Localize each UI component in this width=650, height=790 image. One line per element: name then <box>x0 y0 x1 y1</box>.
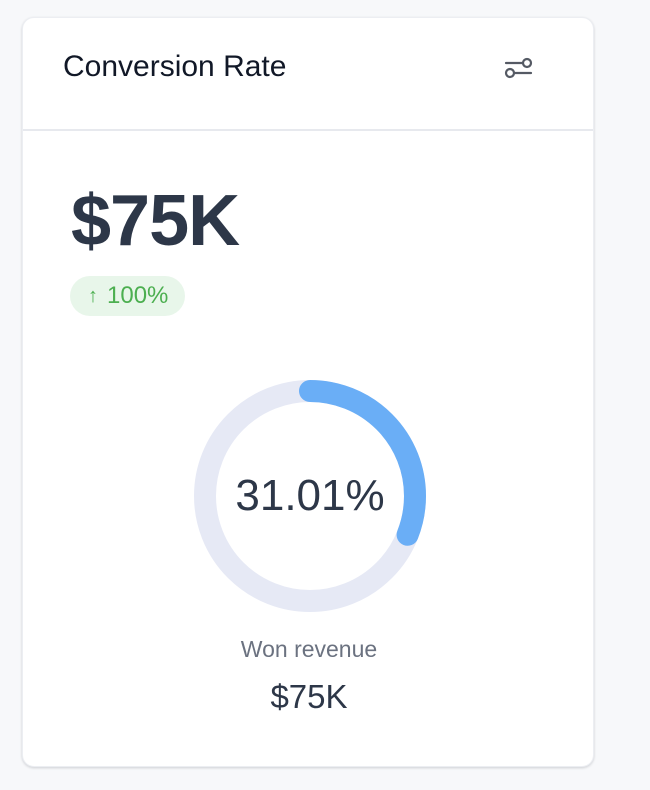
main-value: $75K <box>71 181 240 261</box>
arrow-up-icon: ↑ <box>88 284 98 307</box>
won-revenue-label: Won revenue <box>240 636 378 662</box>
conversion-rate-card: Conversion Rate $75K ↑ 100% 31.01% Won r… <box>22 17 594 767</box>
change-text: 100% <box>107 282 169 309</box>
won-revenue-value: $75K <box>270 678 348 715</box>
progress-value: 31.01% <box>235 471 385 520</box>
card-title: Conversion Rate <box>63 49 287 83</box>
progress-ring-arc <box>194 380 426 612</box>
sliders-icon <box>504 57 533 78</box>
filter-button[interactable] <box>501 50 537 86</box>
card-header: Conversion Rate <box>23 18 593 131</box>
change-badge: ↑ 100% <box>70 276 186 316</box>
progress-ring: 31.01% <box>192 378 428 614</box>
